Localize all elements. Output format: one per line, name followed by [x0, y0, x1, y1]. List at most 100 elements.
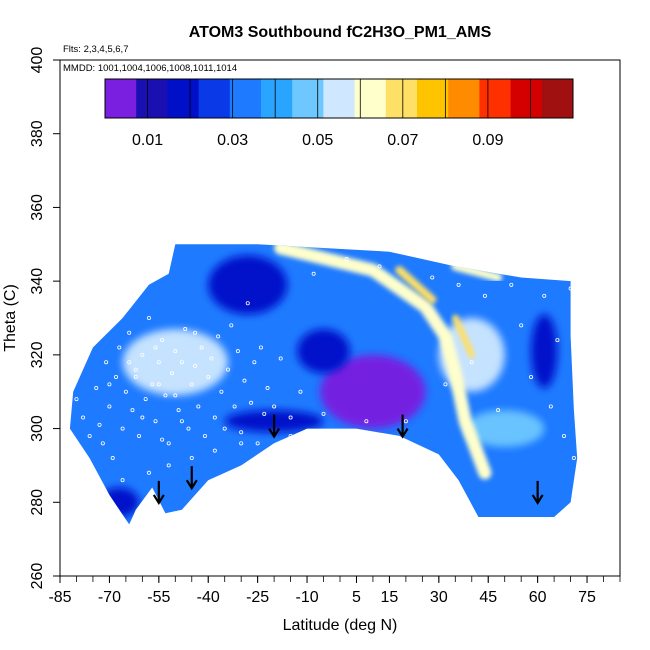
sample-point	[255, 441, 260, 446]
sample-point	[100, 441, 105, 446]
chart-title: ATOM3 Southbound fC2H3O_PM1_AMS	[189, 24, 492, 41]
sample-point	[179, 419, 184, 424]
colorbar-swatch	[385, 79, 418, 118]
sample-point	[173, 349, 178, 354]
x-axis: -85 -70 -55 -40 -25 -10 5 15 30 45 60 75	[48, 576, 621, 606]
sample-point	[87, 433, 92, 438]
x-tick-label: 45	[479, 589, 497, 606]
arrow-head	[531, 494, 544, 505]
surface-arrows	[152, 414, 544, 505]
sample-point	[189, 382, 194, 387]
sample-point	[133, 374, 138, 379]
sample-point	[232, 404, 237, 409]
x-tick-label: 30	[430, 589, 448, 606]
y-tick-label: 300	[29, 415, 46, 442]
sample-point	[107, 382, 112, 387]
sample-point	[137, 433, 142, 438]
arrow-marker	[531, 480, 544, 505]
sample-point	[123, 389, 128, 394]
colorbar-swatch	[354, 79, 387, 118]
x-tick-label: -55	[147, 589, 170, 606]
x-tick-label: 5	[352, 589, 361, 606]
sample-point	[130, 408, 135, 413]
arrow-marker	[152, 480, 165, 505]
colorbar-frame	[104, 78, 574, 119]
y-tick-label: 340	[29, 268, 46, 295]
arrow-marker	[268, 414, 281, 439]
sample-point	[153, 419, 158, 424]
sample-point	[245, 301, 250, 306]
sample-point	[97, 422, 102, 427]
arrow-head	[152, 494, 165, 505]
colorbar-swatch	[105, 79, 137, 118]
sample-point	[229, 323, 234, 328]
curtain-band	[451, 262, 503, 282]
sample-point	[249, 400, 254, 405]
flights-subtitle: Flts: 2,3,4,5,6,7	[63, 44, 128, 55]
sample-point	[235, 349, 240, 354]
sample-point	[252, 360, 257, 365]
y-tick-label: 320	[29, 341, 46, 368]
y-axis: 260 280 300 320 340 360 380 400	[29, 47, 60, 589]
sample-point	[212, 415, 217, 420]
sample-point	[166, 441, 171, 446]
sample-point	[344, 257, 349, 262]
sample-point	[443, 382, 448, 387]
curtain-region	[465, 410, 545, 448]
arrow-head	[268, 427, 281, 439]
curtain-region	[99, 487, 140, 518]
sample-point	[529, 374, 534, 379]
sample-point	[206, 374, 211, 379]
colorbar-tick-label: 0.07	[387, 132, 418, 149]
sample-point	[239, 430, 244, 435]
sample-point	[496, 408, 501, 413]
sample-point	[193, 330, 198, 335]
y-axis-label: Theta (C)	[2, 284, 19, 352]
colorbar: 0.01 0.03 0.05 0.07 0.09	[104, 78, 574, 149]
sample-point	[173, 393, 178, 398]
sample-point	[403, 419, 408, 424]
sample-point	[74, 397, 79, 402]
curtain-band	[274, 244, 492, 480]
x-tick-label: 60	[529, 589, 547, 606]
sample-point	[288, 415, 293, 420]
sample-point	[183, 327, 188, 332]
sample-point	[199, 345, 204, 350]
sample-point	[156, 360, 161, 365]
sample-point	[202, 433, 207, 438]
colorbar-swatch	[136, 79, 168, 118]
sample-point	[186, 426, 191, 431]
sample-point	[456, 282, 461, 287]
colorbar-tick-label: 0.05	[302, 132, 333, 149]
x-axis-label: Latitude (deg N)	[283, 617, 398, 634]
sample-point	[150, 382, 155, 387]
colorbar-tick-label: 0.03	[217, 132, 248, 149]
sample-point	[117, 345, 122, 350]
sample-point	[548, 404, 553, 409]
arrow-head	[185, 479, 198, 491]
colorbar-swatch	[448, 79, 480, 118]
colorbar-swatch	[323, 79, 356, 118]
sample-point	[482, 293, 487, 298]
curtain-region	[208, 255, 288, 315]
sample-point	[163, 393, 168, 398]
colorbar-swatch	[261, 79, 293, 118]
sample-point	[140, 415, 145, 420]
y-tick-label: 400	[29, 47, 46, 74]
curtain-region	[531, 314, 558, 389]
sample-point	[242, 378, 247, 383]
x-tick-label: -40	[197, 589, 220, 606]
sample-point	[160, 437, 165, 442]
curtain-region	[297, 329, 350, 374]
sample-point	[430, 275, 435, 280]
sample-point	[127, 360, 132, 365]
colorbar-swatch	[541, 79, 574, 118]
sample-point	[562, 433, 567, 438]
x-tick-label: -70	[98, 589, 121, 606]
sample-point	[127, 330, 132, 335]
sample-point	[288, 433, 293, 438]
sample-point	[212, 448, 217, 453]
sample-point	[104, 360, 109, 365]
sample-point	[311, 271, 316, 276]
